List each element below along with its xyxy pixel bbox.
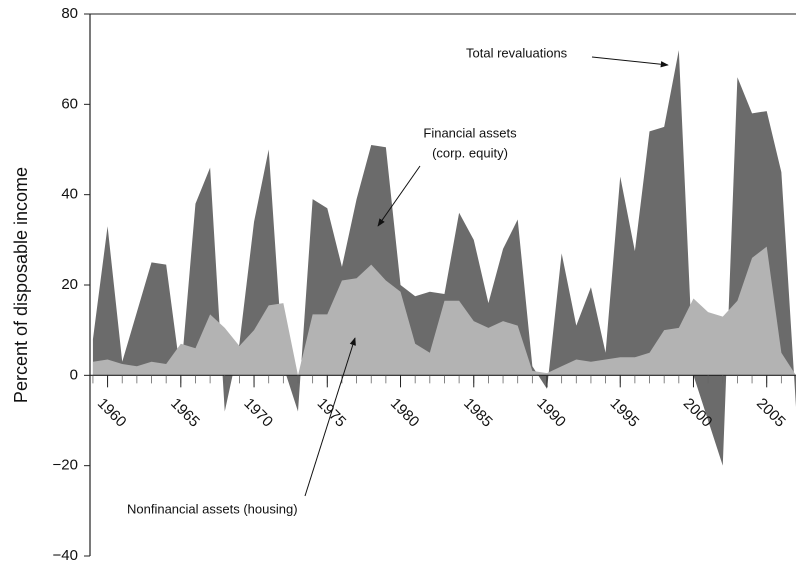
- y-axis-label: Percent of disposable income: [11, 167, 31, 403]
- x-tick-label: 1995: [607, 395, 643, 431]
- annotation-arrow: [304, 337, 356, 497]
- y-tick-label: 60: [61, 95, 78, 112]
- x-tick-label: 1990: [533, 395, 569, 431]
- area: [92, 246, 796, 376]
- y-tick-label: −40: [53, 547, 78, 564]
- x-tick-label: 1980: [387, 395, 423, 431]
- annotation: Total revaluations: [466, 45, 568, 60]
- annotation: (corp. equity): [432, 145, 508, 160]
- annotation-arrow: [377, 165, 421, 227]
- x-tick-label: 1965: [167, 395, 203, 431]
- x-tick-label: 1985: [460, 395, 496, 431]
- x-tick-label: 2005: [753, 395, 789, 431]
- y-tick-label: 0: [70, 366, 78, 383]
- annotation-arrow: [591, 56, 669, 68]
- y-tick-label: 80: [61, 5, 78, 22]
- annotation: Nonfinancial assets (housing): [127, 501, 298, 516]
- annotation: Financial assets: [423, 125, 517, 140]
- x-tick-label: 1970: [240, 395, 276, 431]
- y-tick-label: 20: [61, 276, 78, 293]
- x-tick-label: 1960: [94, 395, 130, 431]
- y-tick-label: 40: [61, 186, 78, 203]
- y-tick-label: −20: [53, 457, 78, 474]
